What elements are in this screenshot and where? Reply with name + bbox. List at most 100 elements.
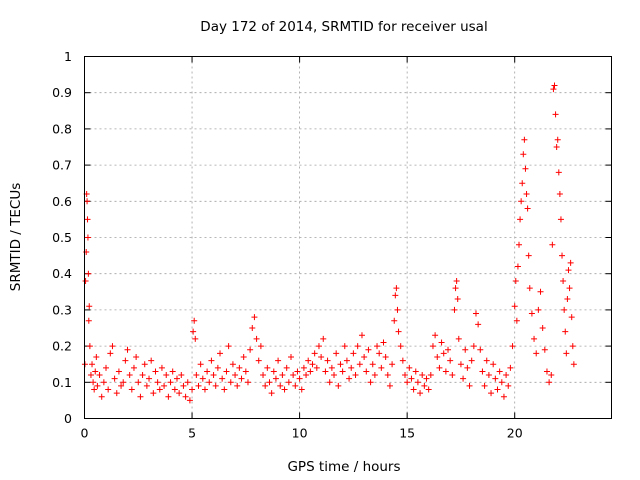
data-point (107, 350, 114, 357)
y-tick-label: 0.8 (52, 121, 72, 136)
data-point (419, 372, 426, 379)
data-point (539, 325, 546, 331)
data-point (566, 285, 573, 292)
data-point (294, 368, 301, 375)
data-point (535, 306, 542, 313)
data-point (380, 339, 387, 346)
data-point (509, 343, 516, 350)
data-point (268, 390, 275, 397)
data-point (352, 372, 359, 379)
data-point (519, 180, 526, 187)
x-tick-label: 15 (399, 426, 415, 441)
data-point (481, 382, 488, 389)
data-point (126, 372, 133, 379)
data-point (311, 350, 318, 357)
data-point (298, 386, 305, 393)
data-point (173, 375, 180, 382)
data-point (339, 368, 346, 375)
data-point (133, 353, 140, 360)
data-point (553, 144, 560, 150)
data-point (462, 346, 469, 353)
data-point (445, 346, 452, 353)
data-point (94, 382, 101, 389)
data-point (386, 382, 393, 389)
data-point (277, 382, 284, 389)
data-point (257, 343, 264, 350)
data-point (315, 343, 322, 350)
data-point (225, 343, 232, 350)
data-point (408, 375, 415, 382)
data-point (307, 368, 314, 375)
data-point (434, 353, 441, 360)
y-tick-label: 0.3 (52, 302, 72, 317)
data-point (303, 372, 310, 379)
data-point (158, 364, 165, 371)
data-point (328, 364, 335, 371)
data-point (350, 350, 357, 357)
data-point (468, 357, 475, 364)
data-point (115, 368, 122, 375)
data-point (399, 357, 406, 364)
data-point (363, 368, 370, 375)
data-point (496, 368, 503, 375)
data-point (100, 379, 107, 386)
data-point (262, 382, 269, 389)
data-point (84, 234, 91, 241)
data-point (337, 361, 344, 368)
data-point (208, 357, 215, 364)
data-point (324, 357, 331, 364)
data-point (152, 368, 159, 375)
data-point (412, 368, 419, 375)
data-point (425, 386, 432, 393)
data-point (84, 216, 91, 223)
data-point (322, 368, 329, 375)
x-tick-labels: 0 5 10 15 20 (81, 426, 523, 441)
data-point (451, 306, 458, 313)
data-point (503, 372, 510, 379)
data-point (561, 306, 568, 313)
data-point (180, 382, 187, 389)
data-point (206, 379, 213, 386)
data-point (498, 379, 505, 386)
data-point (309, 361, 316, 368)
data-point (326, 379, 333, 386)
data-point (120, 379, 127, 386)
data-point (391, 317, 398, 324)
data-point (169, 368, 176, 375)
data-point (150, 390, 157, 397)
data-point (520, 151, 527, 158)
data-point (354, 343, 361, 350)
y-tick-label: 0 (64, 411, 72, 426)
data-point (320, 335, 327, 342)
data-point (343, 357, 350, 364)
data-point (182, 393, 189, 400)
data-point (507, 364, 514, 371)
data-point (292, 382, 299, 389)
x-tick-label: 20 (507, 426, 523, 441)
data-point (260, 372, 267, 379)
data-point (148, 357, 155, 364)
data-point (513, 317, 520, 324)
data-point (537, 288, 544, 295)
data-point (85, 270, 92, 277)
data-point (85, 317, 92, 324)
data-point (221, 386, 228, 393)
data-point (236, 364, 243, 371)
data-point (395, 328, 402, 335)
data-point (361, 353, 368, 360)
data-point (232, 372, 239, 379)
data-point (472, 310, 479, 317)
data-point (549, 241, 556, 248)
data-point (427, 372, 434, 379)
plot-frame (84, 56, 612, 419)
y-tick-label: 0.7 (52, 158, 72, 173)
data-point (191, 317, 198, 324)
data-point (296, 375, 303, 382)
data-points (81, 82, 577, 404)
data-point (490, 361, 497, 368)
data-point (98, 393, 105, 400)
data-point (178, 372, 185, 379)
data-point (300, 364, 307, 371)
data-point (253, 335, 260, 342)
data-point (382, 353, 389, 360)
